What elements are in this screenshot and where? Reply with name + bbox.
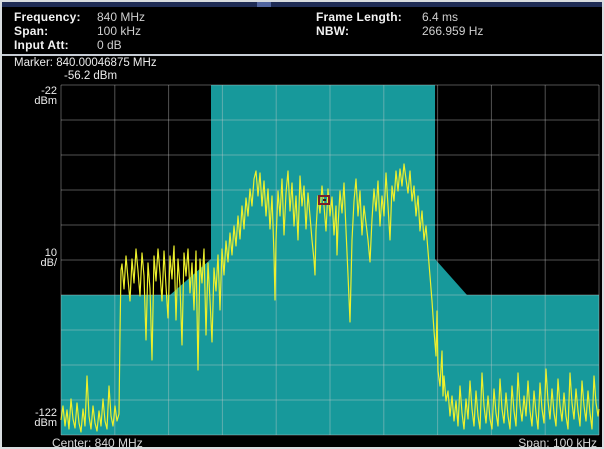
span-label: Span: [14, 24, 49, 38]
marker-frequency-value: 840.00046875 MHz [56, 57, 157, 69]
frame-length-label: Frame Length: [316, 10, 402, 24]
emission-mask-region [61, 85, 599, 435]
nbw-value: 266.959 Hz [422, 24, 484, 38]
header-divider [2, 54, 602, 56]
y-axis-top-label: -22 dBm [34, 85, 57, 107]
top-status-strip [2, 2, 602, 7]
input-att-value: 0 dB [97, 38, 122, 52]
center-frequency-readout: Center: 840 MHz [52, 436, 143, 449]
frame-length-value: 6.4 ms [422, 10, 459, 24]
spectrum-trace [60, 163, 600, 433]
marker-readout-frequency: Marker: 840.00046875 MHz [14, 57, 157, 69]
marker-icon [318, 195, 330, 205]
marker-dot [323, 199, 326, 201]
y-axis-scale-label: 10 dB/ [40, 247, 57, 269]
marker-readout-amplitude: -56.2 dBm [64, 70, 118, 82]
span-readout: Span: 100 kHz [518, 436, 597, 449]
input-att-label: Input Att: [14, 38, 69, 52]
span-value: 100 kHz [97, 24, 142, 38]
marker-label: Marker: [14, 57, 53, 69]
frequency-label: Frequency: [14, 10, 81, 24]
frequency-value: 840 MHz [97, 10, 146, 24]
y-axis-bottom-label: -122 dBm [34, 407, 57, 429]
nbw-label: NBW: [316, 24, 350, 38]
top-strip-notch [257, 2, 271, 7]
